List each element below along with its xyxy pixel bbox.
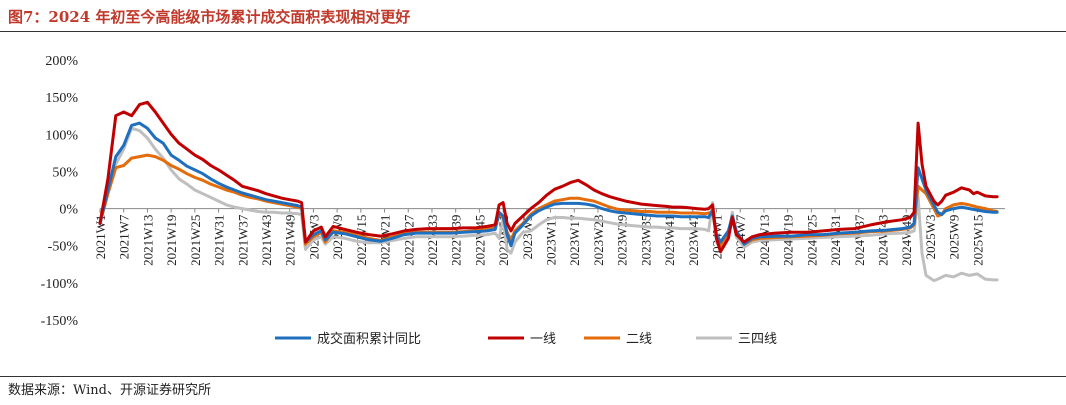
x-tick-label: 2024W25 bbox=[804, 215, 819, 266]
x-tick-label: 2024W49 bbox=[899, 215, 914, 266]
y-tick-label: 0% bbox=[59, 203, 78, 218]
x-tick-label: 2024W43 bbox=[875, 215, 890, 266]
x-tick-label: 2025W9 bbox=[947, 215, 962, 260]
x-tick-label: 2022W15 bbox=[354, 215, 369, 266]
y-tick-label: 50% bbox=[52, 165, 78, 180]
legend-label: 一线 bbox=[530, 332, 556, 347]
x-tick-label: 2023W11 bbox=[544, 215, 559, 266]
legend-label: 成交面积累计同比 bbox=[317, 331, 421, 347]
y-axis: -150% -100% -50% 0% 50% 100% 150% 200% bbox=[41, 54, 79, 329]
y-tick-label: -50% bbox=[48, 240, 79, 255]
x-tick-label: 2023W35 bbox=[638, 215, 653, 266]
series-line-1 bbox=[98, 100, 999, 254]
x-tick-label: 2025W3 bbox=[923, 215, 938, 260]
x-tick-label: 2021W31 bbox=[212, 215, 227, 266]
x-tick-label: 2022W27 bbox=[401, 214, 416, 266]
chart-area: -150%-100%-50%0%50%100%150%200% 2021W1 20… bbox=[41, 54, 1005, 347]
x-tick-label: 2021W37 bbox=[235, 214, 250, 266]
legend-label: 二线 bbox=[626, 332, 652, 347]
x-tick-label: 2023W23 bbox=[591, 215, 606, 266]
x-tick-label: 2023W29 bbox=[615, 215, 630, 266]
title-divider bbox=[0, 31, 1066, 32]
legend-label: 三四线 bbox=[738, 332, 777, 347]
series-layer bbox=[98, 100, 999, 283]
x-tick-label: 2021W43 bbox=[259, 215, 274, 266]
x-tick-label: 2021W7 bbox=[117, 214, 132, 259]
x-tick-label: 2021W19 bbox=[164, 215, 179, 266]
x-tick-label: 2024W31 bbox=[828, 215, 843, 266]
y-tick-label: -150% bbox=[41, 314, 79, 329]
y-tick-label: 200% bbox=[45, 54, 78, 69]
x-tick-label: 2023W47 bbox=[686, 214, 701, 266]
chart-title: 图7：2024 年初至今高能级市场累计成交面积表现相对更好 bbox=[8, 8, 411, 26]
x-tick-label: 2022W51 bbox=[496, 215, 511, 266]
x-tick-label: 2021W25 bbox=[188, 215, 203, 266]
x-tick-label: 2023W41 bbox=[662, 215, 677, 266]
x-tick-label: 2021W49 bbox=[283, 215, 298, 266]
y-tick-label: 150% bbox=[45, 91, 78, 106]
x-tick-label: 2024W37 bbox=[852, 214, 867, 266]
legend: 成交面积累计同比 一线 二线 三四线 bbox=[275, 331, 777, 347]
x-tick-label: 2021W1 bbox=[93, 215, 108, 260]
x-tick-label: 2022W33 bbox=[425, 215, 440, 266]
data-source-note: 数据来源：Wind、开源证券研究所 bbox=[8, 383, 211, 398]
x-axis: 2021W1 2021W7 2021W13 2021W19 2021W25 2021W31… bbox=[93, 208, 1005, 266]
footer-divider bbox=[0, 376, 1066, 377]
series-line-3 bbox=[98, 126, 999, 283]
x-tick-label: 2023W17 bbox=[567, 214, 582, 266]
x-tick-label: 2025W15 bbox=[970, 215, 985, 266]
series-line-0 bbox=[98, 121, 999, 248]
x-tick-label: 2022W39 bbox=[449, 215, 464, 266]
y-tick-label: 100% bbox=[45, 128, 78, 143]
x-tick-label: 2022W45 bbox=[472, 215, 487, 266]
y-tick-label: -100% bbox=[41, 277, 79, 292]
x-tick-label: 2021W13 bbox=[140, 215, 155, 266]
